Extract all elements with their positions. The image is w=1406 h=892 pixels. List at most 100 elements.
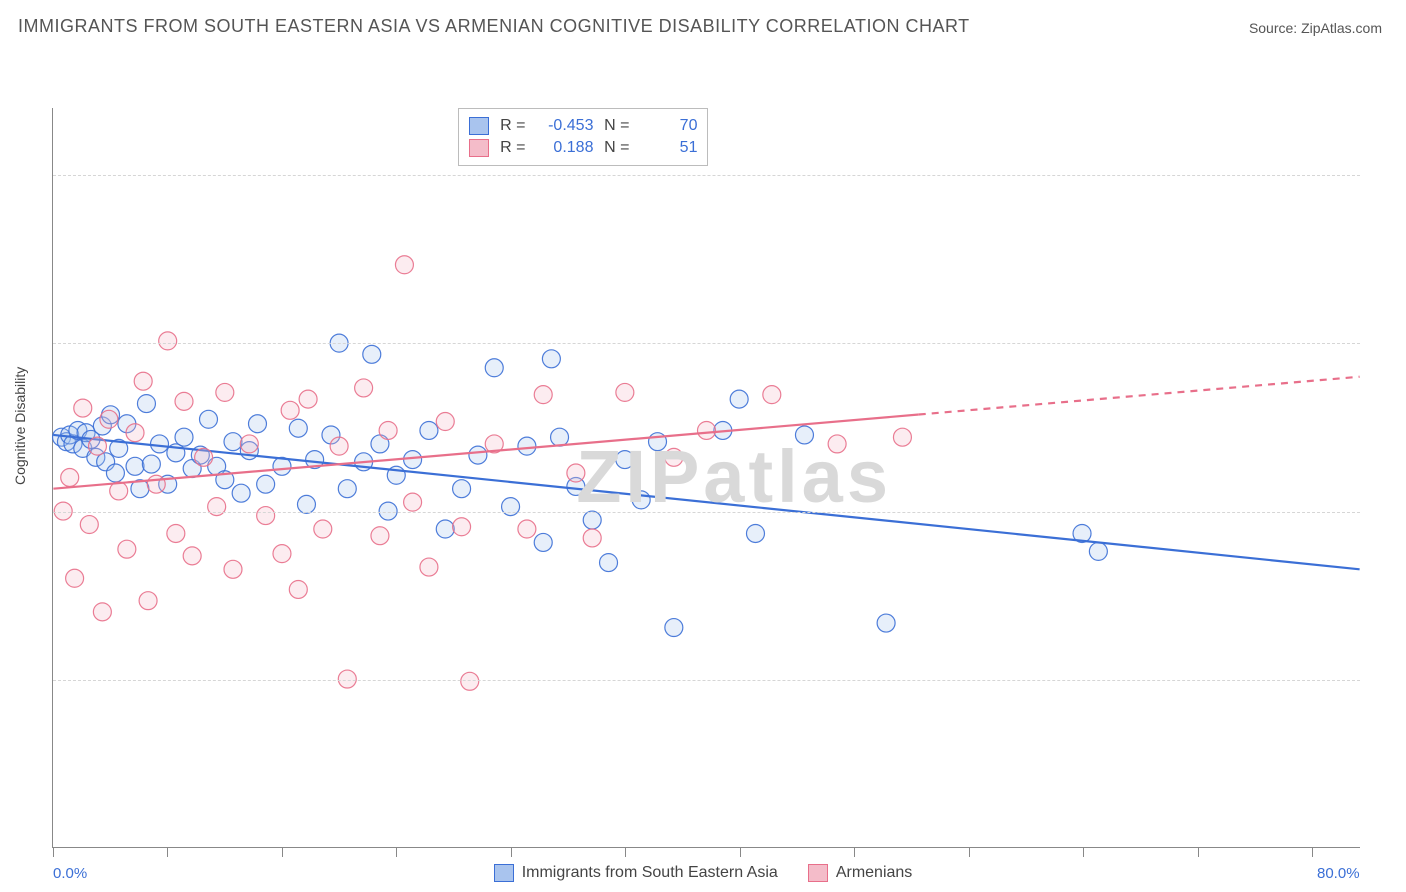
- source-name: ZipAtlas.com: [1301, 20, 1382, 36]
- point-sea: [106, 464, 124, 482]
- point-sea: [151, 435, 169, 453]
- x-tick: [396, 847, 397, 857]
- x-tick: [969, 847, 970, 857]
- x-tick: [740, 847, 741, 857]
- x-tick: [167, 847, 168, 857]
- point-sea: [795, 426, 813, 444]
- gridline: [53, 680, 1360, 681]
- point-sea: [502, 498, 520, 516]
- point-arm: [139, 592, 157, 610]
- point-sea: [338, 480, 356, 498]
- point-arm: [828, 435, 846, 453]
- point-arm: [436, 413, 454, 431]
- point-arm: [61, 469, 79, 487]
- point-sea: [665, 619, 683, 637]
- point-sea: [551, 428, 569, 446]
- point-sea: [224, 433, 242, 451]
- point-arm: [616, 383, 634, 401]
- point-arm: [80, 516, 98, 534]
- point-arm: [289, 580, 307, 598]
- swatch-arm: [469, 139, 489, 157]
- x-tick: [1312, 847, 1313, 857]
- legend-label-sea: Immigrants from South Eastern Asia: [522, 864, 778, 882]
- point-sea: [248, 415, 266, 433]
- n-label: N =: [601, 115, 629, 137]
- swatch-sea: [469, 117, 489, 135]
- gridline: [53, 343, 1360, 344]
- legend-row-sea: R = -0.453 N = 70: [469, 115, 697, 137]
- chart-area: Cognitive Disability ZIPatlas R = -0.453…: [0, 50, 1406, 892]
- point-arm: [88, 437, 106, 455]
- point-arm: [355, 379, 373, 397]
- point-sea: [542, 350, 560, 368]
- point-arm: [665, 448, 683, 466]
- point-arm: [404, 493, 422, 511]
- plot-svg: [53, 108, 1360, 847]
- x-tick: [1198, 847, 1199, 857]
- x-tick: [511, 847, 512, 857]
- point-sea: [469, 446, 487, 464]
- point-arm: [126, 424, 144, 442]
- x-tick: [1083, 847, 1084, 857]
- point-arm: [195, 448, 213, 466]
- point-arm: [183, 547, 201, 565]
- series-legend: Immigrants from South Eastern Asia Armen…: [0, 864, 1406, 882]
- point-sea: [616, 451, 634, 469]
- legend-row-arm: R = 0.188 N = 51: [469, 137, 697, 159]
- point-sea: [1089, 542, 1107, 560]
- point-sea: [518, 437, 536, 455]
- point-arm: [330, 437, 348, 455]
- point-sea: [363, 345, 381, 363]
- trendline-arm-dashed: [919, 377, 1360, 415]
- source-label: Source:: [1249, 20, 1297, 36]
- n-value-sea: 70: [637, 115, 697, 137]
- point-sea: [583, 511, 601, 529]
- r-value-arm: 0.188: [533, 137, 593, 159]
- point-arm: [420, 558, 438, 576]
- plot-region: ZIPatlas R = -0.453 N = 70 R = 0.188 N =…: [52, 108, 1360, 848]
- point-arm: [583, 529, 601, 547]
- point-arm: [698, 421, 716, 439]
- point-arm: [395, 256, 413, 274]
- point-arm: [167, 524, 185, 542]
- point-arm: [461, 672, 479, 690]
- point-arm: [175, 392, 193, 410]
- legend-label-arm: Armenians: [836, 864, 912, 882]
- point-sea: [453, 480, 471, 498]
- point-arm: [100, 410, 118, 428]
- y-axis-label: Cognitive Disability: [12, 367, 28, 485]
- point-sea: [534, 533, 552, 551]
- point-sea: [485, 359, 503, 377]
- point-sea: [137, 395, 155, 413]
- point-arm: [314, 520, 332, 538]
- point-sea: [730, 390, 748, 408]
- point-arm: [299, 390, 317, 408]
- point-arm: [273, 545, 291, 563]
- point-arm: [66, 569, 84, 587]
- point-arm: [257, 507, 275, 525]
- point-arm: [893, 428, 911, 446]
- legend-item-arm: Armenians: [808, 864, 912, 882]
- source-attribution: Source: ZipAtlas.com: [1249, 20, 1382, 36]
- point-arm: [518, 520, 536, 538]
- gridline: [53, 175, 1360, 176]
- point-sea: [126, 457, 144, 475]
- point-sea: [232, 484, 250, 502]
- point-sea: [632, 491, 650, 509]
- point-arm: [93, 603, 111, 621]
- point-arm: [534, 386, 552, 404]
- point-arm: [371, 527, 389, 545]
- point-arm: [134, 372, 152, 390]
- x-tick: [854, 847, 855, 857]
- point-sea: [436, 520, 454, 538]
- r-value-sea: -0.453: [533, 115, 593, 137]
- point-arm: [240, 435, 258, 453]
- point-sea: [600, 554, 618, 572]
- x-tick: [282, 847, 283, 857]
- point-sea: [746, 524, 764, 542]
- point-arm: [224, 560, 242, 578]
- point-arm: [147, 475, 165, 493]
- point-sea: [404, 451, 422, 469]
- point-sea: [175, 428, 193, 446]
- point-arm: [159, 332, 177, 350]
